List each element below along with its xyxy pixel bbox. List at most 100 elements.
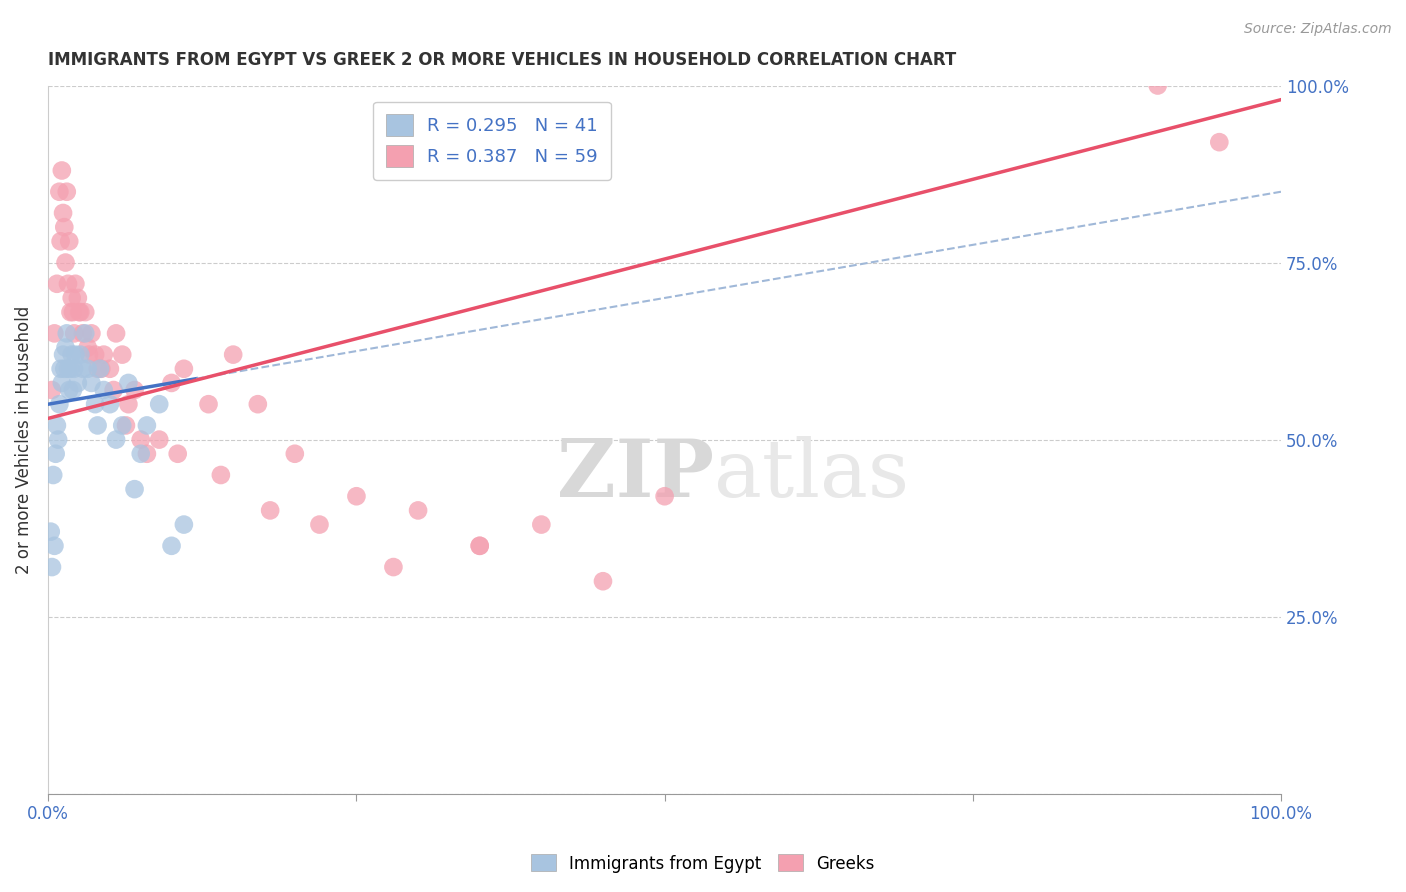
Point: [173, 361, 195, 376]
Point: [80, 326, 103, 341]
Point: [117, 397, 139, 411]
Point: [60, 291, 83, 305]
Point: [284, 447, 307, 461]
Point: [44, 539, 66, 553]
Point: [197, 397, 219, 411]
Point: [65, 348, 87, 362]
Point: [55, 185, 77, 199]
Point: [58, 235, 80, 249]
Point: [66, 291, 89, 305]
Point: [51, 163, 73, 178]
Point: [60, 348, 83, 362]
Point: [530, 517, 553, 532]
Point: [49, 235, 72, 249]
Point: [111, 418, 134, 433]
Point: [105, 326, 128, 341]
Point: [259, 503, 281, 517]
Point: [69, 348, 91, 362]
Point: [86, 418, 108, 433]
Point: [468, 539, 491, 553]
Point: [45, 418, 67, 433]
Point: [135, 418, 157, 433]
Point: [39, 524, 62, 539]
Point: [45, 277, 67, 291]
Point: [62, 383, 84, 397]
Point: [56, 277, 79, 291]
Point: [56, 361, 79, 376]
Point: [90, 361, 112, 376]
Point: [654, 489, 676, 503]
Point: [308, 517, 330, 532]
Point: [98, 361, 121, 376]
Point: [58, 383, 80, 397]
Point: [80, 376, 103, 390]
Point: [406, 503, 429, 517]
Point: [53, 361, 76, 376]
Point: [129, 447, 152, 461]
Point: [67, 305, 90, 319]
Point: [135, 447, 157, 461]
Point: [382, 560, 405, 574]
Point: [62, 305, 84, 319]
Point: [160, 376, 183, 390]
Text: atlas: atlas: [714, 436, 910, 514]
Point: [69, 305, 91, 319]
Point: [41, 560, 63, 574]
Point: [124, 482, 146, 496]
Point: [46, 433, 69, 447]
Point: [55, 326, 77, 341]
Point: [222, 348, 245, 362]
Point: [89, 361, 111, 376]
Point: [53, 220, 76, 235]
Point: [77, 348, 100, 362]
Point: [75, 305, 97, 319]
Point: [173, 517, 195, 532]
Point: [76, 361, 98, 376]
Point: [592, 574, 614, 589]
Point: [55, 341, 77, 355]
Point: [84, 397, 107, 411]
Text: Source: ZipAtlas.com: Source: ZipAtlas.com: [1244, 22, 1392, 37]
Point: [55, 255, 77, 269]
Point: [1208, 135, 1230, 149]
Point: [93, 348, 115, 362]
Point: [63, 361, 86, 376]
Point: [111, 348, 134, 362]
Text: IMMIGRANTS FROM EGYPT VS GREEK 2 OR MORE VEHICLES IN HOUSEHOLD CORRELATION CHART: IMMIGRANTS FROM EGYPT VS GREEK 2 OR MORE…: [48, 51, 956, 69]
Point: [63, 326, 86, 341]
Point: [166, 447, 188, 461]
Point: [103, 383, 125, 397]
Point: [468, 539, 491, 553]
Point: [117, 376, 139, 390]
Text: ZIP: ZIP: [557, 436, 714, 514]
Point: [75, 326, 97, 341]
Point: [209, 468, 232, 483]
Point: [105, 433, 128, 447]
Point: [52, 348, 75, 362]
Y-axis label: 2 or more Vehicles in Household: 2 or more Vehicles in Household: [15, 305, 32, 574]
Point: [41, 383, 63, 397]
Point: [148, 433, 170, 447]
Point: [98, 397, 121, 411]
Point: [59, 361, 82, 376]
Point: [42, 468, 65, 483]
Point: [246, 397, 269, 411]
Point: [84, 348, 107, 362]
Point: [346, 489, 368, 503]
Point: [76, 341, 98, 355]
Legend: Immigrants from Egypt, Greeks: Immigrants from Egypt, Greeks: [524, 847, 882, 880]
Point: [115, 418, 138, 433]
Point: [124, 383, 146, 397]
Point: [148, 397, 170, 411]
Point: [160, 539, 183, 553]
Point: [45, 447, 67, 461]
Point: [52, 206, 75, 220]
Point: [72, 326, 94, 341]
Legend: R = 0.295   N = 41, R = 0.387   N = 59: R = 0.295 N = 41, R = 0.387 N = 59: [374, 102, 610, 180]
Point: [129, 433, 152, 447]
Point: [44, 326, 66, 341]
Point: [49, 361, 72, 376]
Point: [48, 185, 70, 199]
Point: [93, 383, 115, 397]
Point: [59, 305, 82, 319]
